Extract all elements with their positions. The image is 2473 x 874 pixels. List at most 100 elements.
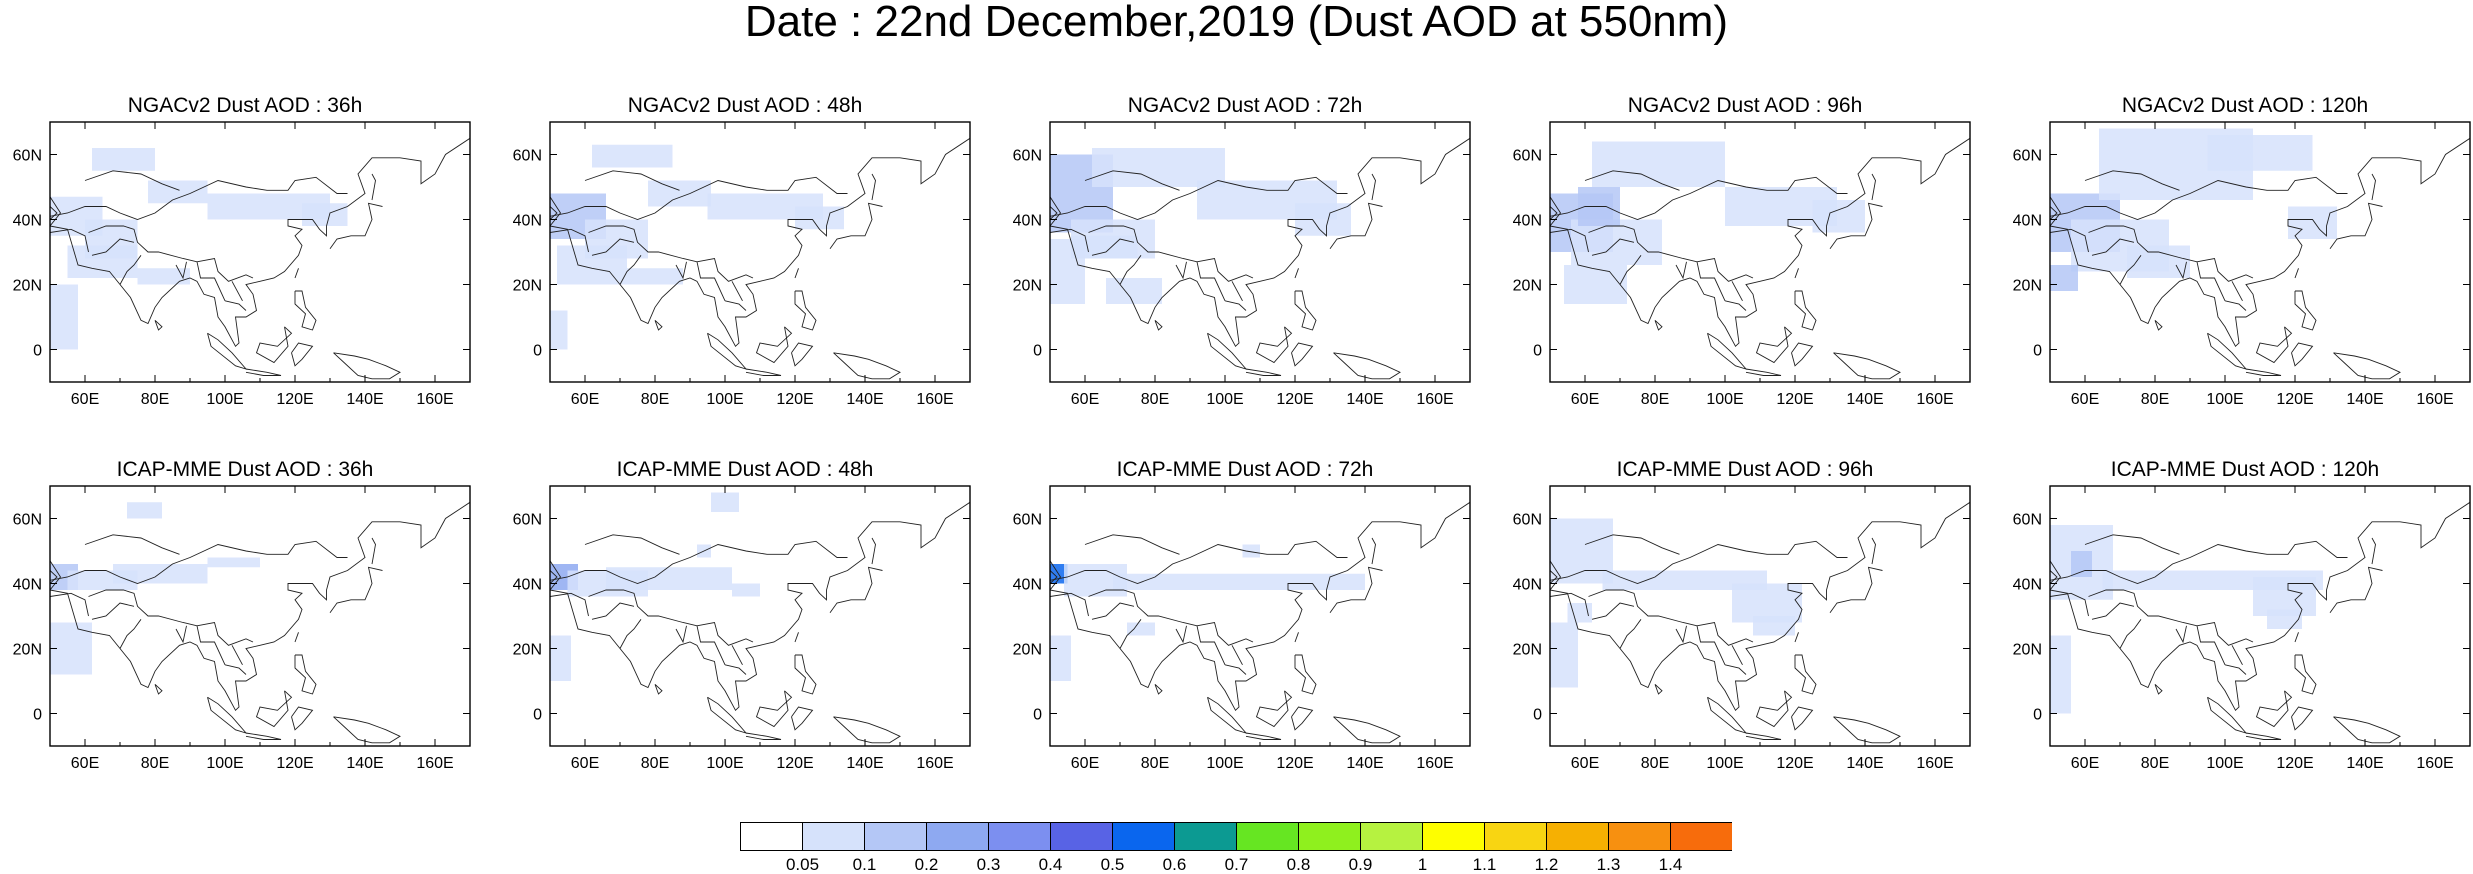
boundary-line	[1550, 137, 1970, 348]
lon-tick-label: 140E	[2346, 755, 2383, 772]
boundary-line	[119, 619, 142, 649]
dust-aod-shading	[50, 502, 260, 675]
dust-cell	[1812, 200, 1865, 233]
lat-tick-label: 0	[33, 707, 42, 724]
boundary-line	[2154, 319, 2163, 331]
lon-tick-label: 60E	[2071, 755, 2099, 772]
dust-cell	[1242, 544, 1260, 558]
dust-cell	[1567, 603, 1592, 623]
lon-tick-label: 160E	[2416, 755, 2453, 772]
dust-cell	[2288, 206, 2337, 239]
lat-tick-label: 20N	[513, 642, 542, 659]
boundary-line	[591, 238, 635, 256]
lon-tick-label: 140E	[346, 391, 383, 408]
boundary-line	[550, 228, 589, 253]
boundary-line	[329, 202, 383, 250]
dust-cell	[127, 502, 162, 519]
boundary-line	[1550, 228, 1589, 253]
boundary-line	[2050, 176, 2348, 220]
dust-cell	[302, 203, 348, 226]
dust-aod-shading	[1050, 148, 1351, 304]
boundary-line	[196, 625, 226, 665]
boundary-line	[791, 706, 814, 731]
dust-cell	[92, 148, 155, 171]
boundary-line	[794, 654, 817, 695]
boundary-line	[2231, 645, 2243, 666]
map-panel: ICAP-MME Dust AOD : 72h 60E 80E 100E 120E 140…	[1000, 456, 1471, 772]
lon-tick-label: 140E	[846, 755, 883, 772]
colorbar-label: 0.9	[1349, 855, 1373, 874]
dust-aod-shading	[1550, 141, 1865, 304]
boundary-line	[50, 228, 89, 253]
boundary-line	[1091, 602, 1135, 620]
boundary-line	[696, 261, 726, 301]
lat-tick-label: 20N	[513, 278, 542, 295]
dust-cell	[627, 268, 683, 285]
lon-tick-label: 160E	[1916, 391, 1953, 408]
lon-tick-label: 120E	[1776, 391, 1813, 408]
lon-tick-label: 60E	[71, 755, 99, 772]
dust-cell	[550, 635, 571, 681]
map-plot: ICAP-MME Dust AOD : 96h 60E 80E 100E 120E 140…	[1513, 458, 1971, 772]
coastlines	[1550, 501, 1970, 744]
lon-tick-label: 60E	[571, 391, 599, 408]
boundary-line	[1591, 238, 1635, 256]
coastlines	[1550, 137, 1970, 380]
lon-tick-label: 160E	[1916, 755, 1953, 772]
panel-title: ICAP-MME Dust AOD : 72h	[1117, 458, 1374, 481]
boundary-line	[294, 268, 299, 279]
boundary-line	[745, 368, 782, 376]
dust-cell	[2050, 635, 2071, 714]
boundary-line	[588, 225, 754, 282]
boundary-line	[1755, 326, 1793, 364]
lon-tick-label: 80E	[1141, 391, 1169, 408]
boundary-line	[1154, 683, 1163, 695]
colorbar-swatch	[1360, 822, 1423, 851]
boundary-line	[1329, 566, 1383, 614]
boundary-line	[2207, 332, 2248, 370]
lat-tick-label: 20N	[1513, 278, 1542, 295]
boundary-line	[1550, 540, 1848, 584]
lon-tick-label: 120E	[1276, 391, 1313, 408]
dust-cell	[1550, 622, 1578, 688]
coastlines	[550, 501, 970, 744]
lon-tick-label: 80E	[641, 755, 669, 772]
boundary-line	[2088, 225, 2254, 282]
dust-cell	[732, 583, 760, 597]
boundary-line	[1829, 566, 1883, 614]
dust-cell	[557, 245, 627, 285]
boundary-line	[2050, 206, 2058, 220]
boundary-line	[2084, 534, 2180, 555]
lon-tick-label: 80E	[2141, 755, 2169, 772]
boundary-line	[1294, 654, 1317, 695]
boundary-line	[1707, 332, 1748, 370]
boundary-line	[2294, 654, 2317, 695]
boundary-line	[371, 537, 376, 565]
map-plot: NGACv2 Dust AOD : 72h 60E 80E 100E 120E 140E 1…	[1013, 94, 1471, 408]
lat-tick-label: 40N	[1513, 213, 1542, 230]
boundary-line	[833, 352, 901, 380]
boundary-line	[1550, 570, 1558, 584]
boundary-line	[1833, 352, 1901, 380]
boundary-line	[84, 534, 180, 555]
lon-tick-label: 120E	[776, 755, 813, 772]
boundary-line	[245, 732, 282, 740]
dust-cell	[1050, 635, 1071, 681]
boundary-line	[1294, 632, 1299, 643]
lat-tick-label: 0	[533, 707, 542, 724]
coastlines	[1050, 501, 1470, 744]
lon-tick-label: 60E	[1571, 755, 1599, 772]
dust-cell	[67, 245, 138, 278]
boundary-line	[2224, 300, 2247, 311]
colorbar-label: 0.5	[1101, 855, 1125, 874]
boundary-line	[833, 716, 901, 744]
dust-cell	[1113, 573, 1365, 590]
lon-tick-label: 60E	[1571, 391, 1599, 408]
boundary-line	[1224, 300, 1247, 311]
boundary-line	[1175, 261, 1187, 280]
dust-aod-shading	[2050, 128, 2337, 291]
coastlines	[1050, 137, 1470, 380]
colorbar-label: 0.8	[1287, 855, 1311, 874]
boundary-line	[1791, 342, 1814, 367]
map-plot: ICAP-MME Dust AOD : 72h 60E 80E 100E 120E 140…	[1013, 458, 1471, 772]
